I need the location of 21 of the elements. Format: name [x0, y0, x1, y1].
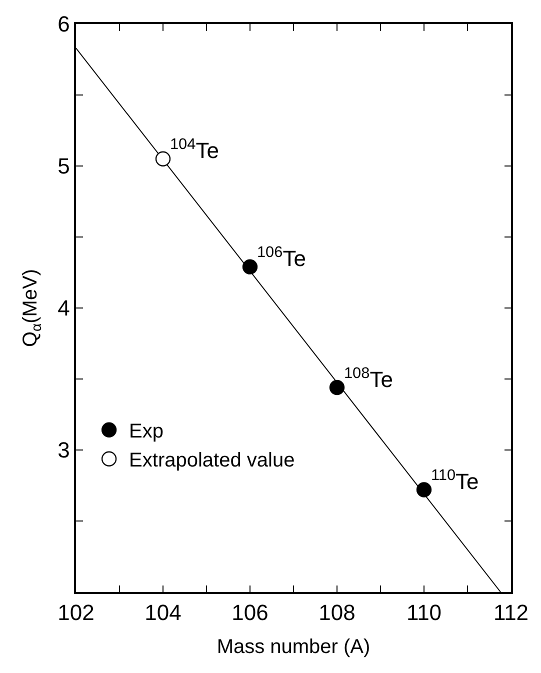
annotation: $^{110}$Te	[431, 467, 479, 494]
point	[242, 259, 258, 274]
point	[329, 380, 345, 396]
x-tick-label: 108	[318, 600, 356, 626]
x-tick-label: 102	[58, 600, 94, 626]
x-axis-title: Mass number (A)	[216, 636, 370, 658]
point	[416, 482, 432, 498]
legend-label: Exp	[129, 420, 164, 443]
y-tick-label: 5	[58, 154, 70, 179]
point	[155, 151, 171, 166]
x-tick-label: 104	[144, 600, 182, 626]
annotation: $^{106}$Te	[257, 244, 306, 272]
annotation: $^{104}$Te	[170, 136, 219, 164]
x-tick-label: 110	[406, 600, 442, 626]
annotation: $^{108}$Te	[344, 365, 393, 392]
x-tick-label: 106	[232, 600, 268, 626]
legend-label: Extrapolated value	[129, 450, 295, 472]
y-tick-label: 3	[58, 438, 70, 463]
x-tick-label: 112	[493, 600, 529, 626]
y-tick-label: 6	[58, 12, 70, 37]
y-tick-label: 4	[58, 296, 70, 321]
